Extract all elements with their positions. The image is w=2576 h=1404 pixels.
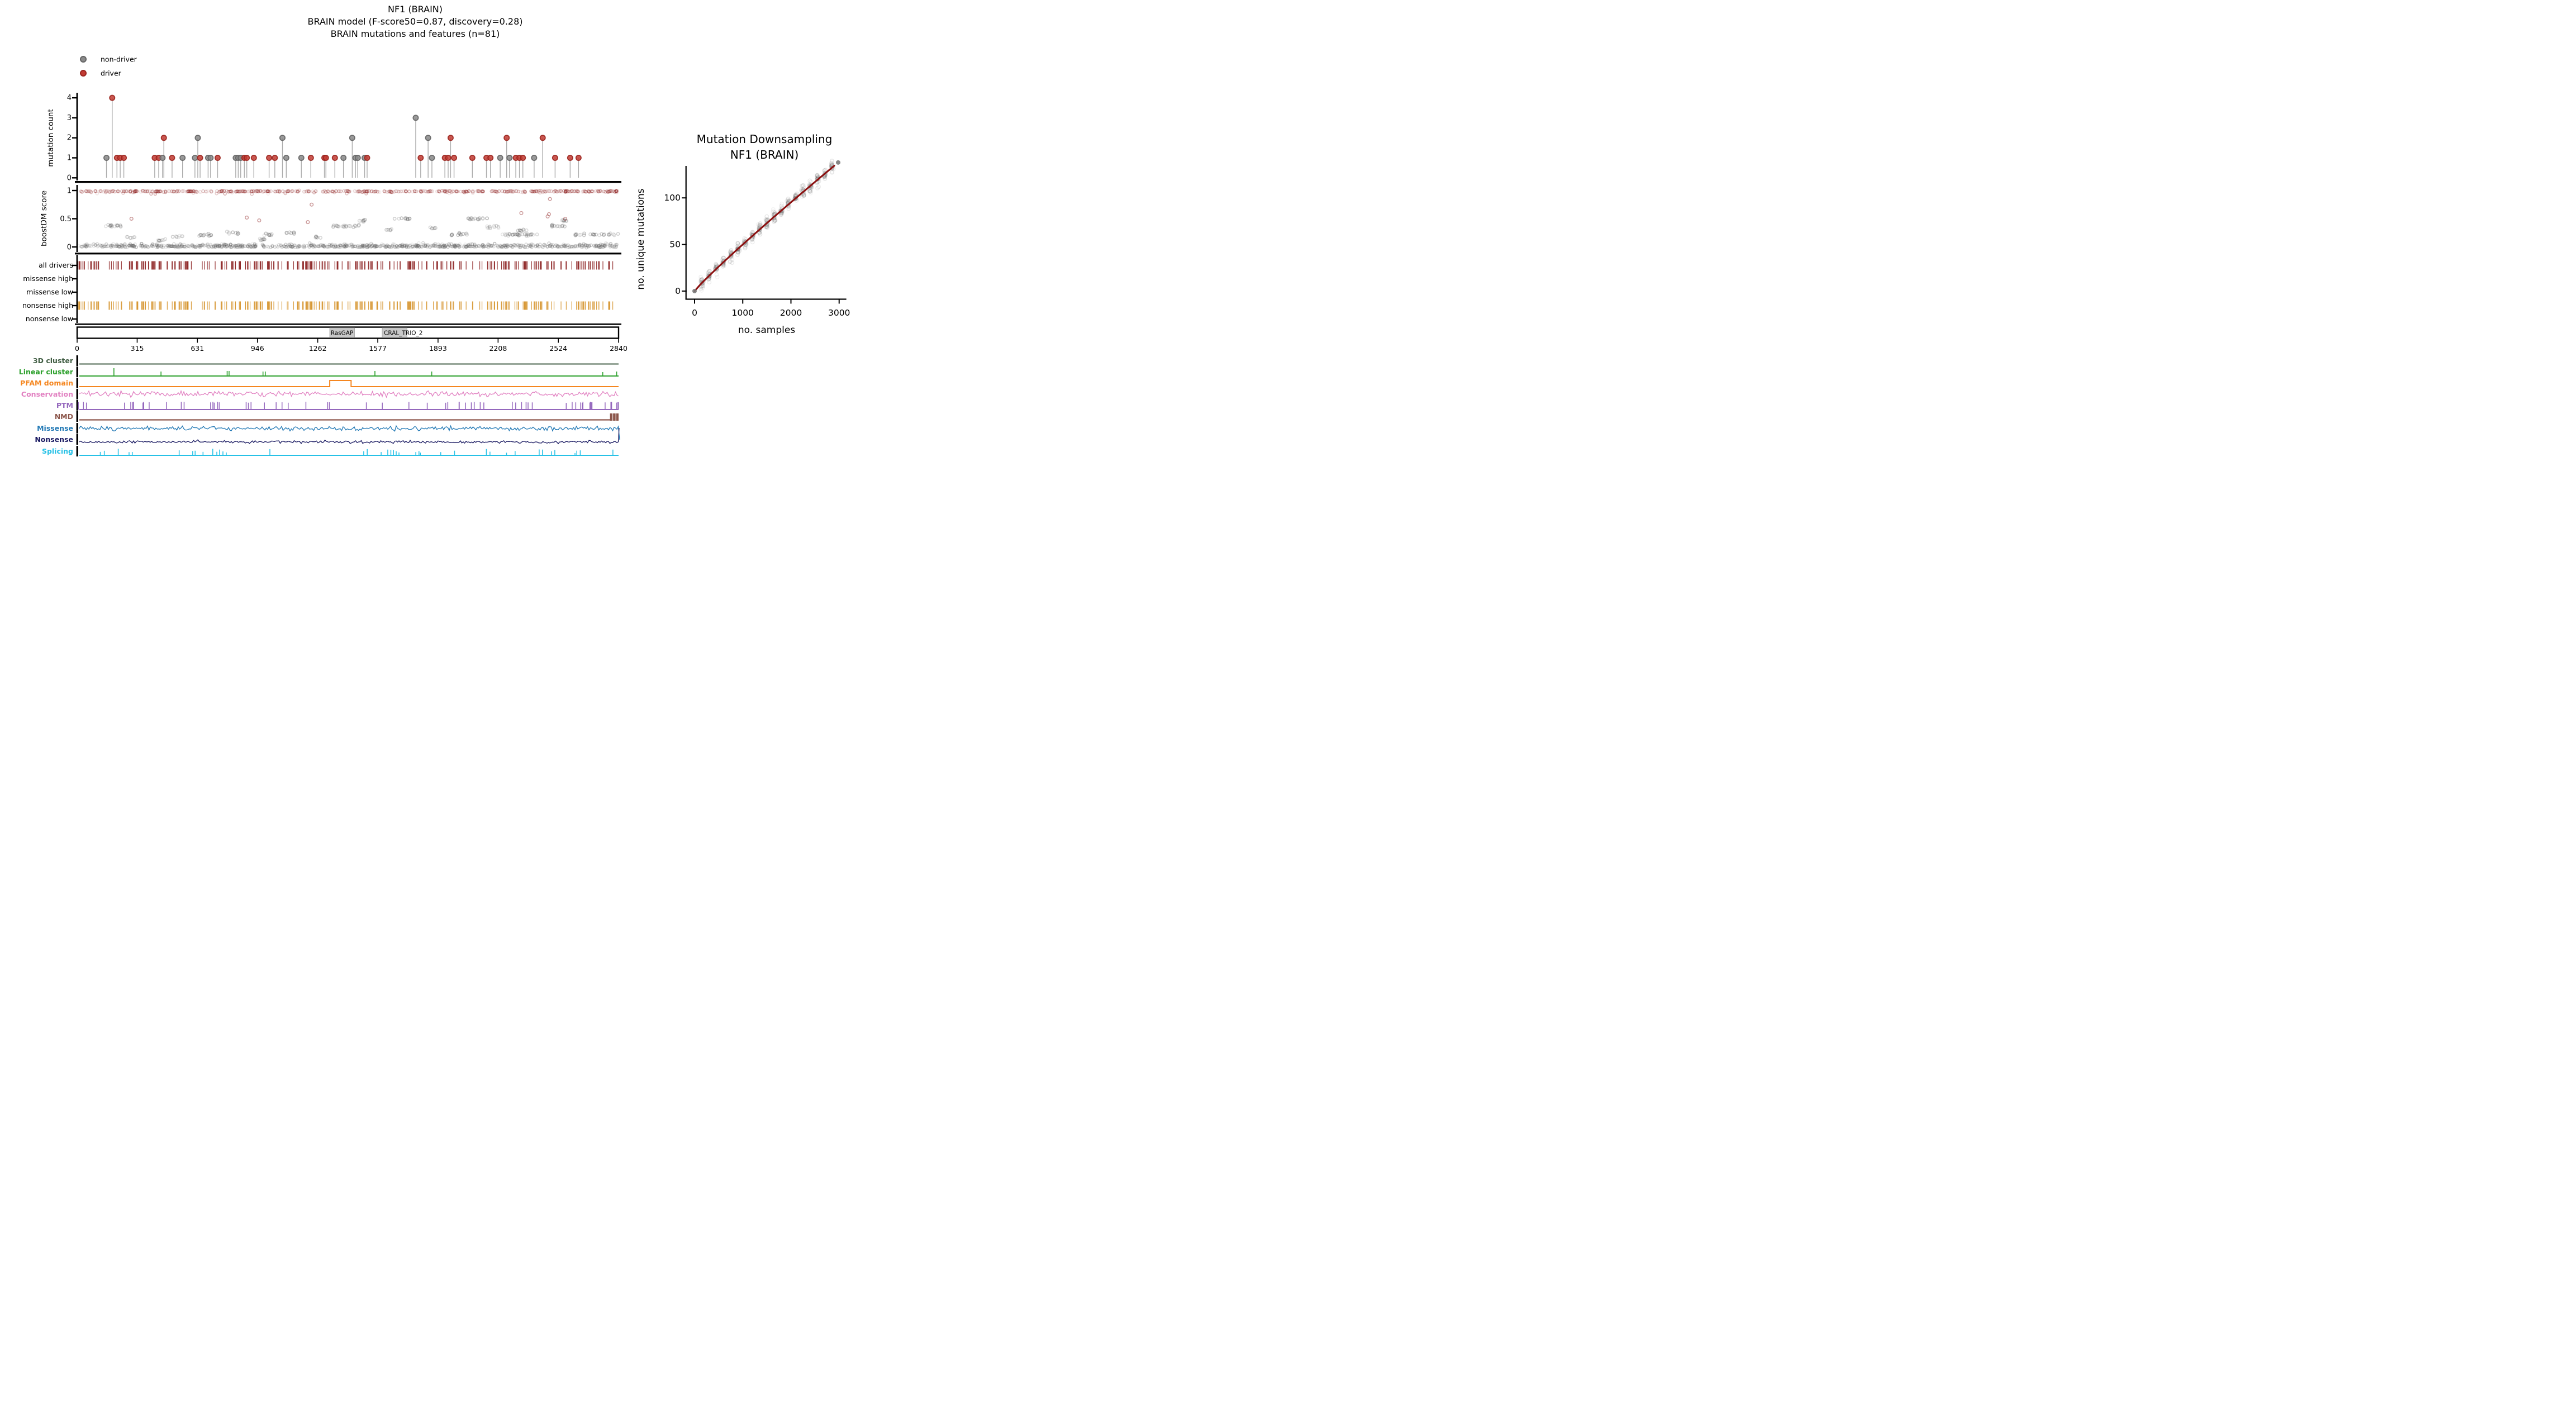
boostdm-ytick-0: 0 [67, 244, 72, 252]
legend: non-driver driver [80, 55, 137, 78]
legend-label-non-driver: non-driver [101, 55, 137, 64]
track-label-conservation: Conservation [21, 390, 73, 398]
track-label-ptm: PTM [56, 401, 73, 410]
xtick-0: 0 [75, 344, 79, 353]
barcode-row-tick-marks [72, 264, 78, 320]
needle-ytick-2: 2 [67, 134, 72, 142]
ds-ytick-50: 50 [669, 240, 681, 250]
driver-legend-marker-icon [80, 70, 87, 77]
needle-ytick-3: 3 [67, 114, 72, 122]
track-label-pfam-domain: PFAM domain [20, 379, 73, 387]
xtick-1893: 1893 [429, 344, 447, 353]
needle-ytick-0: 0 [67, 174, 72, 182]
ds-x-axis-label: no. samples [738, 325, 795, 336]
ds-xtick-3000: 3000 [828, 308, 850, 318]
downsampling-x-axis-spine [685, 298, 847, 300]
boostdm-scatter-points [77, 188, 620, 250]
boostdm-ytick-05: 0.5 [60, 215, 72, 223]
downsampling-title-line-1: Mutation Downsampling [697, 132, 833, 146]
needle-ytick-4: 4 [67, 94, 72, 102]
domain-label-cral-trio-2: CRAL_TRIO_2 [384, 330, 423, 337]
title-line-3: BRAIN mutations and features (n=81) [331, 28, 500, 39]
ds-xtick-2000: 2000 [780, 308, 802, 318]
boostdm-y-tick-marks [72, 189, 78, 248]
downsampling-trend-line [693, 165, 835, 292]
ds-ytick-100: 100 [664, 193, 681, 203]
xtick-2840: 2840 [610, 344, 628, 353]
barcode-y-axis-spine [76, 255, 78, 323]
legend-label-driver: driver [101, 69, 122, 78]
xtick-2208: 2208 [489, 344, 507, 353]
x-axis-tick-marks [77, 338, 619, 343]
row-label-nonsense-low: nonsense low [26, 315, 73, 323]
figure-root: NF1 (BRAIN) BRAIN model (F-score50=0.87,… [0, 0, 859, 468]
row-label-nonsense-high: nonsense high [22, 301, 73, 310]
needle-plot: 0 1 2 3 4 mutation count [46, 93, 621, 183]
needle-stems-and-markers [103, 94, 582, 178]
boostdm-y-axis-label: boostDM score [40, 191, 49, 246]
needle-y-axis-spine [76, 93, 78, 180]
downsampling-tick-marks [682, 197, 840, 304]
feature-tracks: 3D cluster Linear cluster PFAM domain Co… [19, 355, 620, 456]
downsampling-y-axis-spine [685, 166, 687, 299]
title-line-1: NF1 (BRAIN) [388, 4, 443, 15]
ds-ytick-0: 0 [675, 286, 681, 296]
non-driver-legend-marker-icon [80, 56, 87, 63]
boostdm-panel: 1 0.5 0 boostDM score [40, 185, 621, 255]
downsampling-scatter-points [698, 158, 836, 293]
ds-xtick-0: 0 [692, 308, 697, 318]
track-label-nonsense: Nonsense [35, 435, 73, 444]
downsampling-title-line-2: NF1 (BRAIN) [730, 148, 799, 161]
ds-y-axis-label: no. unique mutations [635, 188, 647, 289]
figure-title: NF1 (BRAIN) BRAIN model (F-score50=0.87,… [308, 4, 523, 39]
xtick-315: 315 [131, 344, 144, 353]
row-label-missense-low: missense low [26, 288, 73, 296]
xtick-1262: 1262 [309, 344, 327, 353]
needle-y-axis-label: mutation count [46, 109, 55, 167]
figure-canvas: NF1 (BRAIN) BRAIN model (F-score50=0.87,… [19, 4, 850, 456]
title-line-2: BRAIN model (F-score50=0.87, discovery=0… [308, 16, 523, 27]
domain-boxes [329, 327, 407, 338]
track-label-missense: Missense [37, 424, 73, 432]
separator-boostdm-barcode [75, 253, 621, 255]
needle-ytick-1: 1 [67, 154, 72, 163]
ds-xtick-1000: 1000 [731, 308, 753, 318]
row-label-missense-high: missense high [23, 274, 73, 283]
track-label-3d-cluster: 3D cluster [33, 356, 74, 365]
row-label-all-drivers: all drivers [39, 261, 73, 269]
feature-sparklines [76, 355, 620, 456]
xtick-1577: 1577 [369, 344, 387, 353]
xtick-2524: 2524 [549, 344, 567, 353]
separator-barcode-domain [75, 323, 621, 325]
barcode-panel: all drivers missense high missense low n… [22, 255, 621, 325]
needle-y-tick-marks [72, 97, 78, 179]
separator-needle-boostdm [75, 181, 621, 183]
track-label-nmd: NMD [55, 412, 73, 421]
boostdm-ytick-1: 1 [67, 187, 72, 196]
barcode-marks [77, 261, 614, 310]
xtick-631: 631 [191, 344, 204, 353]
track-label-splicing: Splicing [42, 447, 73, 455]
domain-label-rasgap: RasGAP [331, 330, 354, 337]
downsampling-plot: Mutation Downsampling NF1 (BRAIN) 0 50 1… [635, 132, 850, 336]
track-label-linear-cluster: Linear cluster [19, 368, 74, 376]
domain-bar: RasGAP CRAL_TRIO_2 0 315 631 946 1262 15… [75, 326, 628, 353]
xtick-946: 946 [251, 344, 264, 353]
downsampling-endpoint-markers [692, 160, 840, 293]
